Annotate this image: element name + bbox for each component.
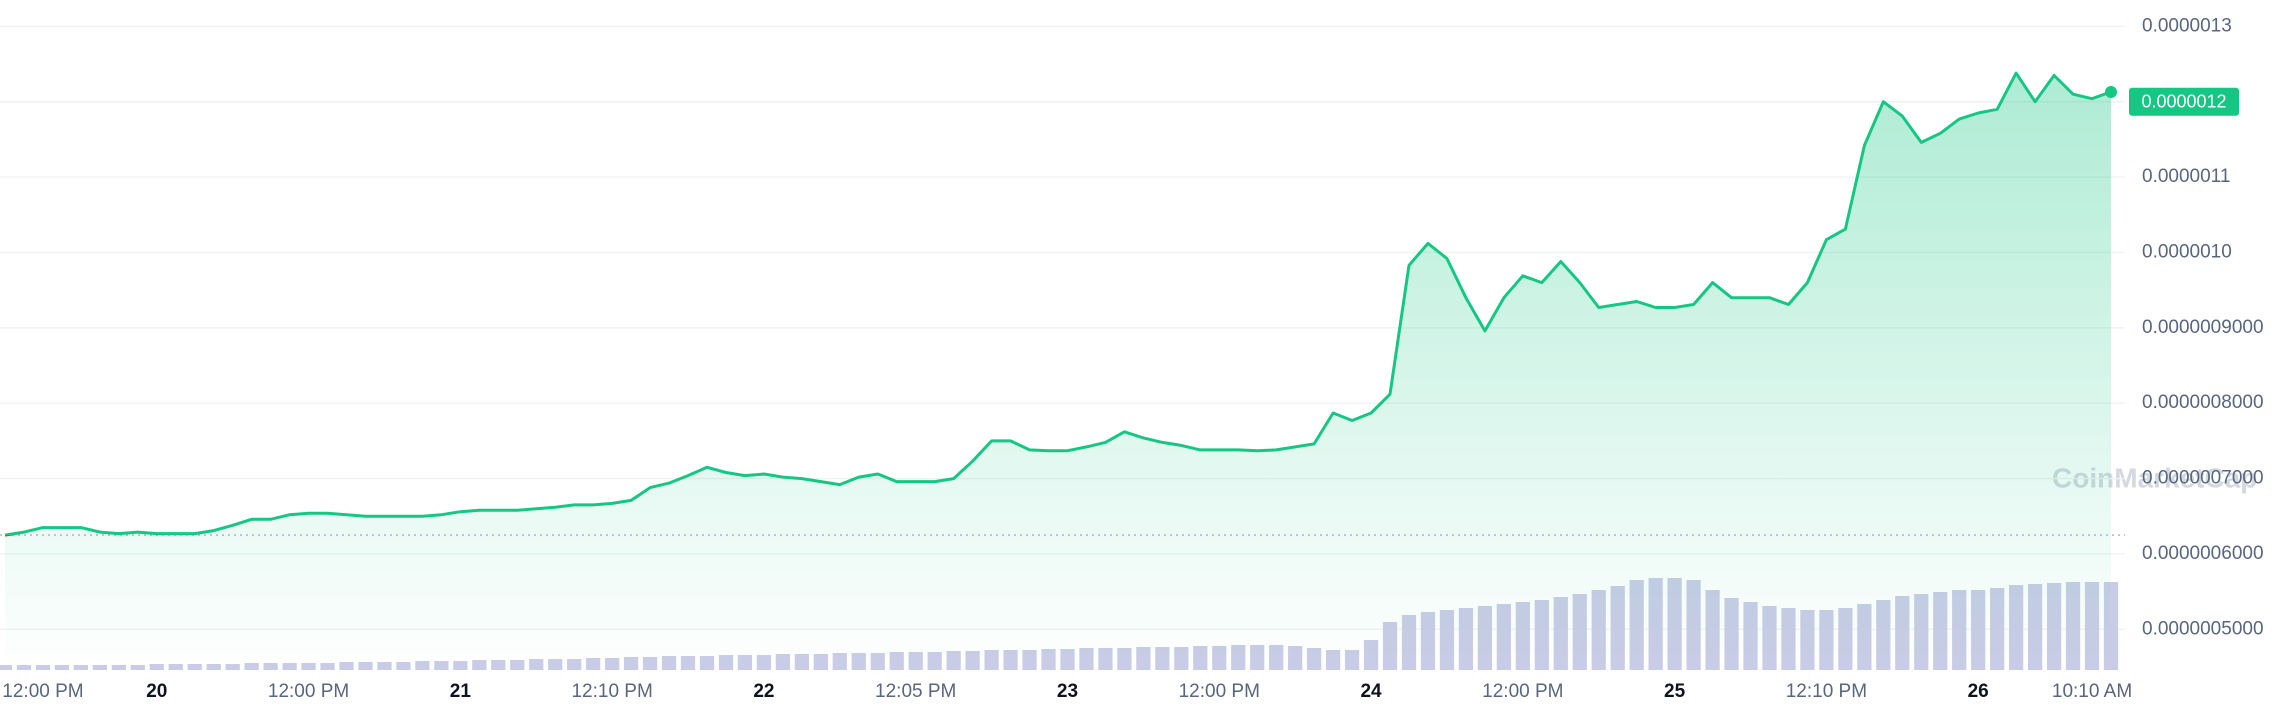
- last-point: [2105, 85, 2117, 98]
- y-tick-label: 0.0000006000: [2142, 543, 2264, 564]
- price-line: [4, 71, 2112, 537]
- y-tick-label: 0.0000011: [2142, 166, 2230, 187]
- price-area: [5, 73, 2111, 671]
- x-tick-label: 26: [1968, 681, 1989, 702]
- x-tick-label: 10:10 AM: [2052, 681, 2132, 702]
- x-tick-label: 12:00 PM: [1482, 681, 1563, 702]
- x-tick-label: 20: [146, 681, 167, 702]
- x-tick-label: 22: [753, 681, 774, 702]
- x-tick-label: 12:10 PM: [571, 681, 652, 702]
- x-tick-label: 12:05 PM: [875, 681, 956, 702]
- x-tick-label: 12:10 PM: [1786, 681, 1867, 702]
- y-tick-label: 0.0000005000: [2142, 618, 2264, 639]
- price-badge-label: 0.0000012: [2141, 91, 2226, 111]
- y-tick-label: 0.0000008000: [2142, 392, 2264, 413]
- x-tick-label: 12:00 PM: [1179, 681, 1260, 702]
- x-tick-label: 25: [1664, 681, 1686, 702]
- price-badge: [2129, 87, 2239, 116]
- x-tick-label: 12:00 PM: [268, 681, 349, 702]
- x-tick-label: 12:00 PM: [2, 681, 83, 702]
- y-tick-label: 0.0000010: [2142, 241, 2232, 262]
- y-tick-label: 0.0000007000: [2142, 468, 2264, 489]
- x-tick-label: 21: [450, 681, 472, 702]
- y-tick-label: 0.0000009000: [2142, 317, 2264, 338]
- x-tick-label: 24: [1360, 681, 1382, 702]
- x-tick-label: 23: [1057, 681, 1078, 702]
- y-tick-label: 0.0000013: [2142, 15, 2232, 36]
